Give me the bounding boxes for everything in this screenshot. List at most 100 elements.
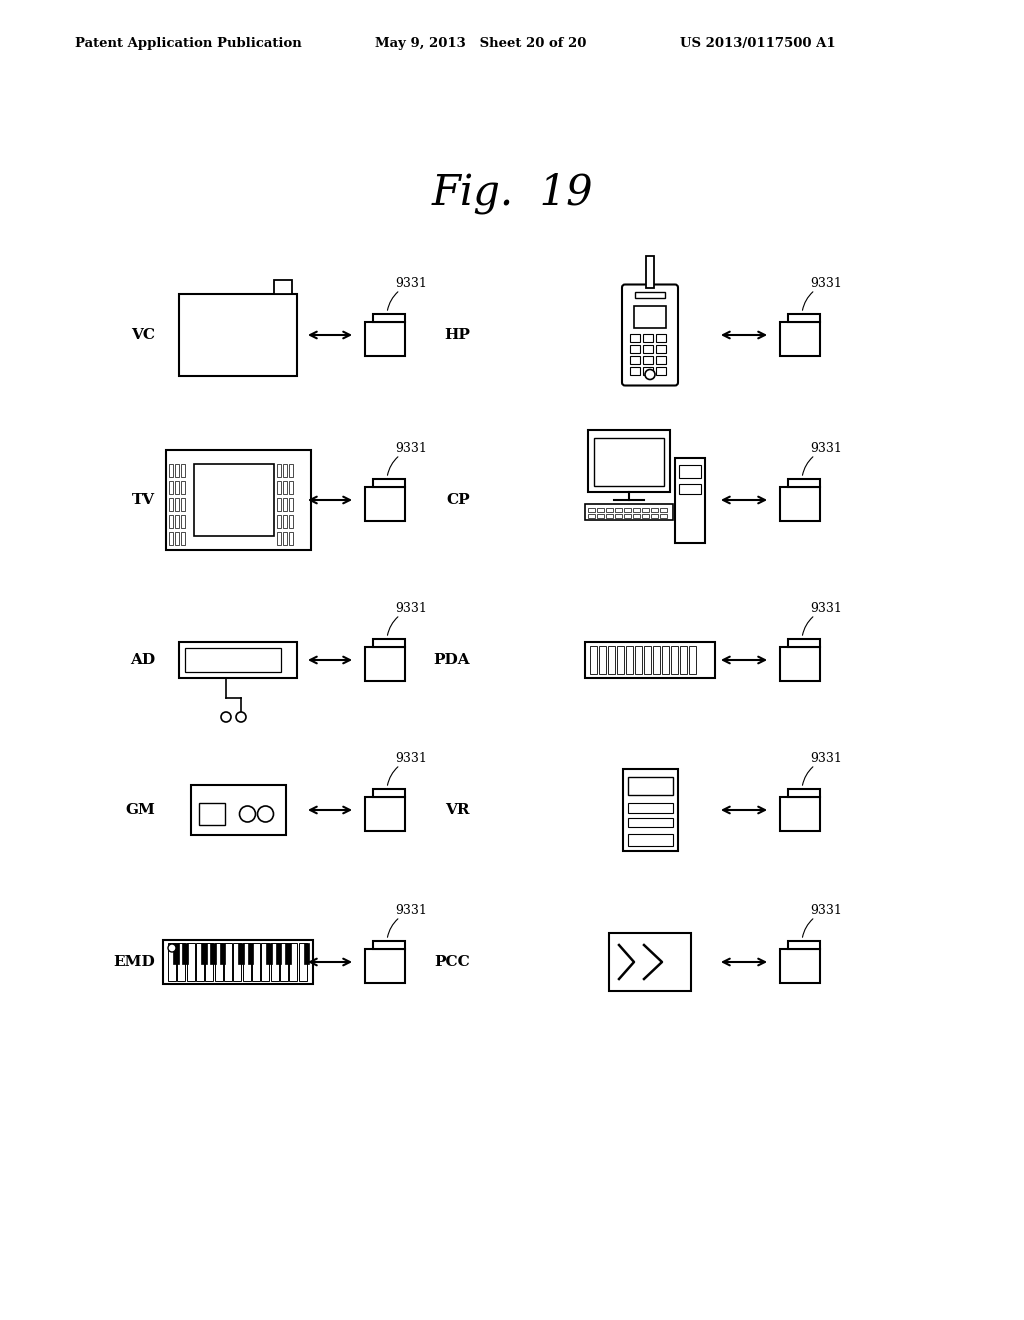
Bar bbox=[276, 465, 281, 477]
Bar bbox=[196, 942, 204, 981]
Bar bbox=[174, 465, 178, 477]
Bar bbox=[365, 487, 406, 521]
Bar bbox=[270, 942, 279, 981]
Bar bbox=[373, 941, 406, 949]
Text: VR: VR bbox=[445, 803, 470, 817]
Text: 9331: 9331 bbox=[810, 752, 842, 766]
Bar bbox=[201, 942, 207, 964]
Bar bbox=[166, 450, 310, 550]
Bar bbox=[182, 942, 188, 964]
Bar bbox=[289, 498, 293, 511]
Bar bbox=[630, 334, 640, 342]
Bar bbox=[788, 639, 820, 647]
Bar bbox=[588, 508, 595, 512]
Bar bbox=[173, 942, 179, 964]
Bar bbox=[788, 479, 820, 487]
Bar bbox=[606, 508, 613, 512]
Bar bbox=[180, 498, 184, 511]
Bar bbox=[780, 949, 820, 983]
Circle shape bbox=[240, 807, 256, 822]
Bar bbox=[304, 942, 309, 964]
Bar bbox=[289, 480, 293, 494]
Bar bbox=[643, 334, 653, 342]
Bar bbox=[174, 532, 178, 545]
Bar bbox=[373, 639, 406, 647]
Bar bbox=[180, 532, 184, 545]
Text: Patent Application Publication: Patent Application Publication bbox=[75, 37, 302, 49]
Bar bbox=[656, 355, 666, 363]
Bar bbox=[615, 513, 622, 517]
FancyBboxPatch shape bbox=[622, 285, 678, 385]
Bar bbox=[224, 942, 231, 981]
Bar bbox=[283, 465, 287, 477]
Bar bbox=[630, 367, 640, 375]
Text: 9331: 9331 bbox=[810, 904, 842, 917]
Bar bbox=[276, 515, 281, 528]
Text: 9331: 9331 bbox=[395, 277, 427, 290]
Bar bbox=[597, 513, 604, 517]
Bar bbox=[653, 645, 660, 675]
Bar bbox=[634, 305, 666, 327]
Bar bbox=[299, 942, 306, 981]
Bar bbox=[597, 508, 604, 512]
Bar bbox=[266, 942, 272, 964]
Circle shape bbox=[168, 944, 176, 952]
Circle shape bbox=[257, 807, 273, 822]
Bar bbox=[624, 508, 631, 512]
Bar bbox=[656, 345, 666, 352]
Bar bbox=[635, 292, 665, 297]
Bar bbox=[275, 942, 282, 964]
Text: HP: HP bbox=[444, 327, 470, 342]
Bar bbox=[788, 314, 820, 322]
Text: 9331: 9331 bbox=[395, 752, 427, 766]
Bar bbox=[588, 513, 595, 517]
Bar bbox=[373, 789, 406, 797]
Text: US 2013/0117500 A1: US 2013/0117500 A1 bbox=[680, 37, 836, 49]
Bar bbox=[215, 942, 222, 981]
Bar bbox=[365, 797, 406, 832]
Bar bbox=[585, 504, 673, 520]
Text: 9331: 9331 bbox=[395, 442, 427, 455]
Bar bbox=[283, 532, 287, 545]
Bar bbox=[628, 818, 673, 828]
Text: May 9, 2013   Sheet 20 of 20: May 9, 2013 Sheet 20 of 20 bbox=[375, 37, 587, 49]
Bar bbox=[169, 465, 172, 477]
Bar bbox=[190, 785, 286, 836]
Bar bbox=[623, 770, 678, 851]
Bar bbox=[169, 515, 172, 528]
Bar bbox=[628, 803, 673, 813]
Bar bbox=[633, 513, 640, 517]
Bar bbox=[780, 647, 820, 681]
Bar bbox=[588, 430, 670, 492]
Bar bbox=[609, 933, 691, 991]
Bar bbox=[283, 498, 287, 511]
Bar bbox=[780, 322, 820, 356]
Bar bbox=[656, 367, 666, 375]
Text: AD: AD bbox=[130, 653, 155, 667]
Bar bbox=[194, 465, 273, 536]
Bar bbox=[186, 942, 195, 981]
Bar bbox=[289, 515, 293, 528]
Bar bbox=[373, 479, 406, 487]
Bar bbox=[675, 458, 705, 543]
Bar bbox=[276, 532, 281, 545]
Bar bbox=[671, 645, 678, 675]
Bar bbox=[169, 532, 172, 545]
Bar bbox=[651, 513, 658, 517]
Bar bbox=[174, 498, 178, 511]
Bar bbox=[365, 949, 406, 983]
Bar bbox=[643, 367, 653, 375]
Text: Fig.  19: Fig. 19 bbox=[431, 172, 593, 214]
Bar bbox=[252, 942, 260, 981]
Text: PDA: PDA bbox=[433, 653, 470, 667]
Bar bbox=[177, 942, 185, 981]
Bar bbox=[780, 487, 820, 521]
Text: VC: VC bbox=[131, 327, 155, 342]
Bar bbox=[276, 480, 281, 494]
Text: 9331: 9331 bbox=[810, 602, 842, 615]
Bar bbox=[179, 294, 297, 376]
Bar bbox=[635, 645, 642, 675]
Bar bbox=[248, 942, 253, 964]
Bar bbox=[220, 942, 225, 964]
Bar bbox=[628, 834, 673, 846]
